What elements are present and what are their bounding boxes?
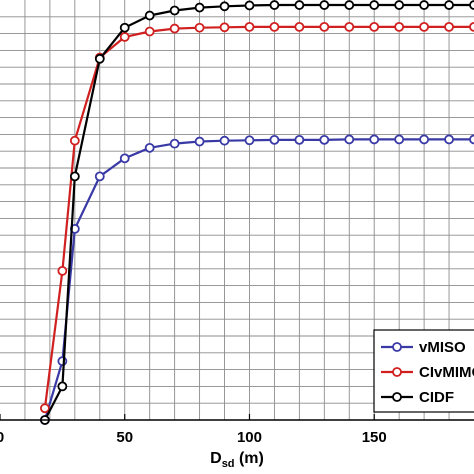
data-point [469, 21, 474, 32]
data-point [94, 53, 105, 64]
data-point [244, 135, 255, 146]
data-point [369, 21, 380, 32]
legend-label: CIvMIMO [419, 364, 474, 381]
x-axis-label-unit: (m) [235, 450, 264, 467]
data-point [319, 21, 330, 32]
data-point [419, 21, 430, 32]
data-point [344, 21, 355, 32]
data-point [57, 381, 68, 392]
data-point [69, 171, 80, 182]
data-point [57, 265, 68, 276]
data-point [40, 403, 50, 414]
data-point [169, 138, 180, 149]
x-tick-label: 150 [362, 429, 387, 446]
data-point [344, 134, 355, 145]
series-layer [40, 0, 474, 425]
data-point [394, 134, 405, 145]
x-tick-label: 50 [116, 429, 133, 446]
data-point [319, 0, 330, 10]
data-point [219, 22, 230, 33]
data-point [244, 21, 255, 32]
data-point [219, 135, 230, 146]
data-point [369, 0, 380, 10]
data-point [119, 153, 130, 164]
data-point [369, 134, 380, 145]
series-cidf [40, 0, 474, 425]
data-point [444, 0, 454, 10]
vertical-gridlines [24, 0, 450, 420]
data-point [294, 134, 305, 145]
data-point [194, 2, 205, 13]
legend-marker [392, 342, 402, 352]
data-point [419, 134, 430, 145]
data-point [144, 10, 155, 21]
data-point [344, 0, 355, 10]
legend-label: vMISO [419, 339, 466, 356]
x-axis-label: Dsd (m) [210, 450, 264, 470]
data-point [169, 5, 180, 16]
data-point [444, 21, 454, 32]
data-point [469, 0, 474, 10]
data-point [57, 356, 68, 367]
x-axis-label-main: D [210, 450, 222, 467]
data-point [144, 142, 155, 153]
data-point [119, 32, 130, 42]
data-point [269, 0, 280, 10]
data-point [269, 134, 280, 145]
data-point [294, 21, 305, 32]
legend-label: CIDF [419, 389, 454, 406]
data-point [69, 135, 80, 146]
data-point [144, 26, 155, 37]
data-point [94, 171, 105, 182]
data-point [394, 0, 405, 10]
legend-marker [392, 392, 402, 402]
x-axis-label-subscript: sd [222, 458, 235, 470]
data-point [419, 0, 430, 10]
data-point [119, 22, 130, 33]
data-point [244, 0, 255, 11]
data-point [469, 134, 474, 145]
data-point [269, 21, 280, 32]
x-tick-labels: 0 50 100 150 [0, 414, 387, 446]
legend: vMISO CIvMIMO CIDF [373, 329, 474, 413]
data-point [294, 0, 305, 10]
data-point [444, 134, 454, 145]
data-point [319, 134, 330, 145]
data-point [394, 21, 405, 32]
data-point [194, 136, 205, 147]
x-tick-label: 100 [237, 429, 262, 446]
x-tick-label: 0 [0, 429, 4, 446]
legend-marker [392, 367, 402, 377]
data-point [169, 23, 180, 34]
data-point [219, 1, 230, 12]
data-point [194, 22, 205, 33]
